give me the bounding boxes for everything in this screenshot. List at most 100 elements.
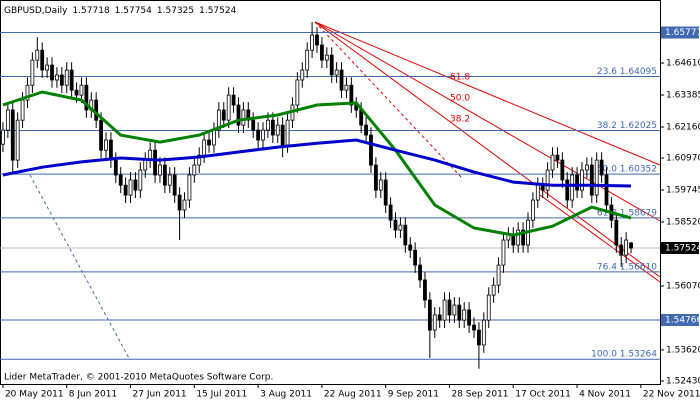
fan-line	[314, 21, 661, 278]
candle-body	[231, 94, 236, 106]
candle-body	[99, 119, 103, 151]
candle-body	[167, 174, 172, 186]
candle-body	[531, 199, 535, 221]
candle-body	[197, 154, 202, 166]
candle-body	[158, 164, 162, 176]
candle-body	[79, 84, 84, 96]
candle-body	[413, 249, 418, 266]
candle-body	[501, 239, 506, 266]
candle-body	[192, 164, 197, 176]
candle-body	[20, 99, 25, 121]
x-tick-label: 15 Jul 2011	[196, 390, 247, 400]
candle-body	[570, 174, 575, 201]
candle-body	[334, 69, 339, 76]
header: GBPUSD,Daily 1.57718 1.57754 1.57325 1.57524	[4, 6, 237, 16]
candle-body	[305, 49, 310, 71]
y-tick-label: 1.58520	[666, 217, 700, 227]
candle-body	[1, 129, 5, 145]
candle-body	[182, 199, 187, 211]
price-box-label: 1.57524	[665, 244, 700, 254]
candle-body	[25, 84, 30, 101]
candle-body	[604, 174, 609, 206]
candle-body	[202, 139, 207, 156]
y-tick-label: 1.62160	[666, 122, 700, 132]
candle-body	[403, 224, 408, 246]
candle-body	[153, 149, 157, 176]
candle-body	[315, 34, 319, 46]
candle-body	[624, 239, 629, 256]
candle-body	[10, 109, 15, 161]
candle-body	[442, 299, 447, 321]
x-tick-label: 8 Jun 2011	[69, 390, 117, 400]
candle-body	[55, 74, 59, 81]
channel-line	[539, 194, 661, 283]
candle-body	[481, 319, 486, 346]
candle-body	[423, 279, 427, 301]
candle-body	[477, 329, 481, 346]
y-tick-label: 1.64610	[666, 58, 700, 68]
price-box	[661, 26, 699, 39]
header-value: 1.57754	[115, 6, 152, 16]
candle-body	[74, 89, 79, 96]
fan-label: 61.8	[450, 73, 470, 83]
candle-body	[241, 109, 246, 126]
candle-body	[584, 164, 589, 171]
candle-body	[50, 64, 54, 81]
y-tick-label: 1.53620	[666, 345, 700, 355]
candle-body	[383, 179, 388, 206]
candle-body	[398, 224, 403, 231]
candle-body	[432, 314, 437, 331]
fibo-label: 76.4 1.56610	[597, 262, 657, 272]
candle-body	[133, 179, 138, 191]
candle-body	[447, 299, 452, 316]
x-tick-label: 27 Jun 2011	[133, 390, 187, 400]
y-tick-label: 1.56070	[666, 281, 700, 291]
candle-body	[472, 324, 476, 331]
price-box	[661, 314, 699, 327]
candle-body	[339, 69, 344, 91]
header-value: 1.57524	[199, 6, 236, 16]
y-tick-label: 1.63385	[666, 90, 700, 100]
x-tick-label: 22 Nov 2011	[643, 390, 700, 400]
candle-body	[344, 84, 349, 91]
candle-body	[236, 104, 241, 126]
candle-body	[143, 159, 148, 171]
candle-body	[69, 69, 74, 91]
x-tick-label: 28 Sep 2011	[451, 390, 508, 400]
candle-body	[486, 294, 491, 321]
price-box-label: 1.54766	[665, 316, 700, 326]
fan-line	[314, 21, 661, 166]
symbol: GBPUSD,Daily	[4, 6, 68, 16]
x-tick-label: 20 May 2011	[5, 390, 64, 400]
candle-body	[15, 119, 20, 161]
x-tick-label: 3 Aug 2011	[260, 390, 312, 400]
candle-body	[84, 84, 89, 111]
candle-body	[138, 169, 143, 191]
candle-body	[408, 244, 413, 251]
candle-body	[629, 242, 633, 249]
x-tick-label: 4 Nov 2011	[579, 390, 631, 400]
candle-body	[221, 109, 226, 121]
candle-body	[378, 179, 383, 191]
candle-body	[172, 174, 177, 196]
candle-body	[516, 229, 521, 246]
candle-body	[162, 164, 167, 186]
fan-label: 38.2	[450, 115, 470, 125]
candle-body	[320, 44, 324, 61]
candle-body	[364, 124, 368, 136]
candle-body	[94, 99, 99, 121]
candle-body	[207, 139, 211, 146]
candle-body	[300, 69, 305, 81]
candle-body	[216, 109, 221, 131]
candle-body	[5, 109, 10, 131]
y-tick-label: 1.52430	[666, 376, 700, 386]
fibo-label: 100.0 1.53264	[591, 350, 657, 360]
candle-body	[575, 174, 579, 191]
candle-body	[113, 159, 118, 176]
candle-body	[123, 184, 128, 196]
candle-body	[560, 159, 565, 181]
candle-body	[594, 159, 599, 196]
candle-body	[270, 119, 275, 136]
candle-body	[373, 164, 378, 191]
